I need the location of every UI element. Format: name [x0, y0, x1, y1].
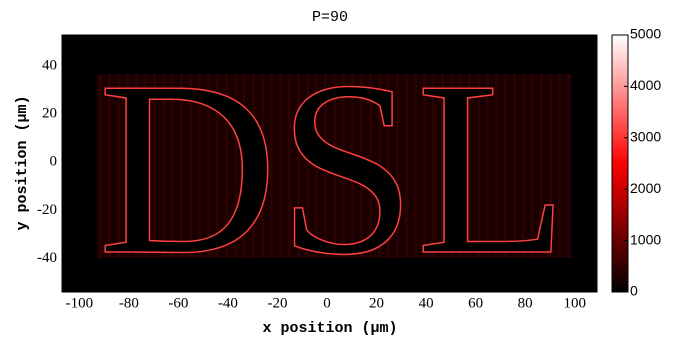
x-tick-label: 0 [323, 295, 331, 311]
x-tick-label: 60 [468, 295, 483, 311]
colorbar-tick-label: 1000 [630, 231, 661, 247]
plot-frame [61, 34, 598, 293]
x-tick-label: 20 [369, 295, 384, 311]
x-tick-label: 100 [563, 295, 586, 311]
x-tick-label: 40 [419, 295, 434, 311]
y-axis-label: y position (μm) [14, 95, 31, 230]
colorbar-tick-label: 2000 [630, 180, 661, 196]
x-tick-label: -40 [218, 295, 238, 311]
y-tick-label: -40 [37, 250, 57, 266]
y-tick-label: 40 [42, 58, 57, 74]
colorbar [611, 34, 629, 293]
x-tick-label: -60 [168, 295, 188, 311]
y-tick-label: 20 [42, 106, 57, 122]
y-tick-label: 0 [50, 154, 58, 170]
illuminated-region [97, 74, 572, 258]
colorbar-tick-label: 3000 [630, 129, 661, 145]
colorbar-tick-label: 4000 [630, 77, 661, 93]
colorbar-tick-label: 0 [630, 283, 638, 299]
colorbar-tick-label: 5000 [630, 26, 661, 42]
chart-title: P=90 [312, 9, 348, 26]
x-tick-label: -100 [66, 295, 94, 311]
x-tick-label: -20 [267, 295, 287, 311]
x-tick-label: -80 [119, 295, 139, 311]
y-tick-label: -20 [37, 202, 57, 218]
image-letters: DSL [98, 30, 568, 307]
x-tick-label: 80 [518, 295, 533, 311]
x-axis-label: x position (μm) [262, 320, 397, 337]
